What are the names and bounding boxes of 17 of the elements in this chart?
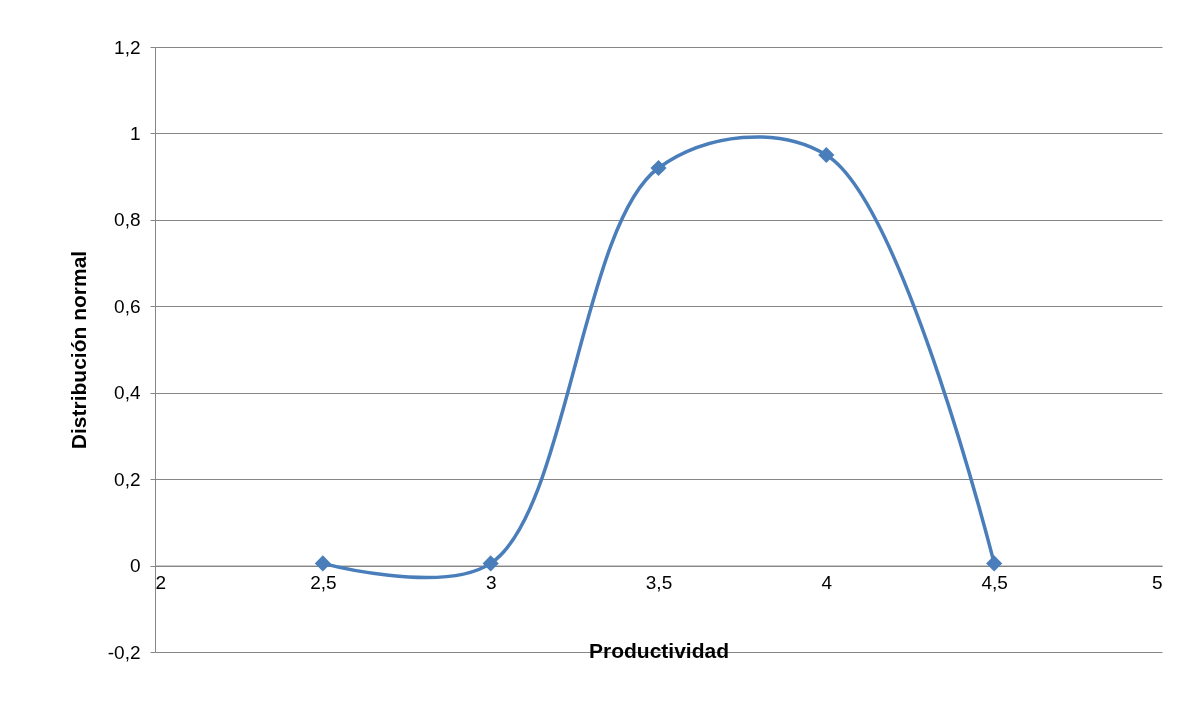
- x-tick-label: 2: [155, 572, 167, 594]
- y-tick-label: 0,2: [114, 468, 141, 490]
- x-tick-label: 4,5: [981, 572, 1008, 594]
- x-tick-label: 2,5: [310, 572, 337, 594]
- y-tick-label: 0,4: [114, 382, 141, 404]
- y-tick-label: 1,2: [114, 36, 141, 58]
- x-tick-label: 3,5: [645, 572, 673, 594]
- x-tick-label: 3: [485, 572, 497, 594]
- y-tick-label: -0,2: [107, 641, 141, 663]
- y-tick-label: 0,8: [114, 209, 141, 231]
- y-tick-label: 1: [129, 122, 141, 144]
- y-tick-label: 0: [129, 555, 141, 577]
- x-axis-title: Productividad: [588, 639, 730, 663]
- y-tick-label: 0,6: [114, 295, 141, 317]
- x-tick-label: 4: [821, 572, 833, 594]
- x-tick-label: 5: [1151, 572, 1163, 594]
- y-axis-title: Distribución normal: [66, 250, 90, 450]
